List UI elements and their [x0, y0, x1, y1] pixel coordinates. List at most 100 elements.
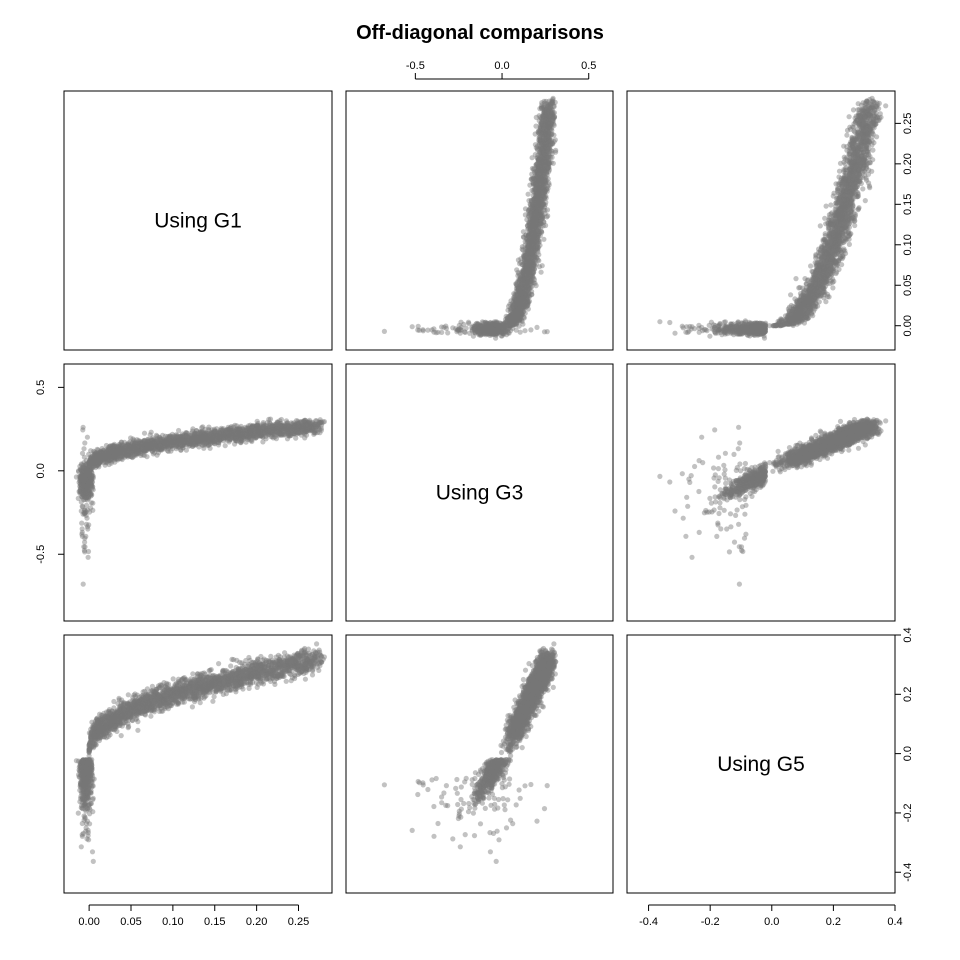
chart-title: Off-diagonal comparisons: [356, 22, 604, 44]
scatter-point: [519, 246, 525, 252]
scatter-point: [823, 203, 829, 209]
scatter-point: [528, 241, 534, 247]
scatter-point: [508, 322, 514, 328]
scatter-point: [847, 124, 853, 130]
scatter-point: [518, 259, 524, 266]
scatter-point: [543, 159, 549, 165]
scatter-point: [508, 323, 514, 329]
scatter-point: [539, 182, 546, 188]
scatter-point: [528, 327, 534, 333]
scatter-point: [535, 188, 541, 194]
scatter-point: [527, 261, 533, 267]
scatter-point: [470, 333, 476, 339]
scatter-point: [489, 325, 495, 331]
scatter-point: [542, 132, 548, 138]
scatter-point: [524, 269, 531, 275]
scatter-point: [527, 211, 534, 217]
scatter-point: [486, 321, 492, 327]
scatter-point: [538, 171, 544, 177]
scatter-point: [524, 286, 531, 292]
scatter-point: [541, 187, 547, 193]
scatter-point: [493, 325, 499, 331]
scatter-point: [508, 317, 514, 324]
scatter-point: [535, 146, 541, 152]
scatter-point: [528, 231, 534, 237]
scatter-point: [511, 315, 517, 321]
scatter-point: [550, 118, 556, 124]
scatter-point: [528, 221, 534, 227]
scatter-point: [521, 234, 527, 240]
scatter-point: [415, 323, 421, 329]
scatter-point: [514, 312, 520, 318]
scatter-point: [524, 283, 530, 289]
scatter-point: [535, 216, 541, 222]
scatter-point: [510, 317, 516, 323]
scatter-point: [539, 146, 545, 152]
scatter-point: [523, 283, 529, 289]
scatter-point: [546, 124, 552, 130]
panel-frame: [63, 90, 333, 351]
scatter-point: [542, 156, 548, 162]
scatter-point: [544, 188, 550, 194]
scatter-point: [521, 295, 528, 301]
scatter-point: [409, 324, 415, 330]
scatter-point: [533, 218, 539, 224]
scatter-point: [546, 161, 552, 167]
scatter-point: [535, 174, 541, 180]
scatter-point: [503, 326, 510, 332]
scatter-point: [540, 131, 546, 137]
scatter-point: [478, 328, 484, 334]
scatter-point: [476, 324, 482, 330]
scatter-point: [541, 116, 547, 122]
scatter-point: [512, 305, 519, 311]
scatter-point: [535, 233, 541, 239]
scatter-point: [511, 309, 517, 315]
scatter-point: [541, 186, 547, 192]
scatter-point: [540, 187, 547, 193]
scatter-point: [529, 254, 535, 260]
scatter-point: [537, 139, 543, 145]
scatter-point: [479, 325, 485, 331]
scatter-point: [534, 324, 540, 330]
scatter-point: [549, 140, 555, 146]
scatter-point: [515, 313, 521, 319]
scatter-point: [536, 201, 543, 207]
scatter-point: [474, 321, 480, 328]
scatter-point: [420, 328, 426, 334]
scatter-point: [462, 329, 468, 335]
scatter-point: [545, 111, 551, 117]
scatter-point: [526, 298, 533, 304]
scatter-point: [530, 180, 536, 186]
scatter-point: [498, 325, 504, 331]
scatter-point: [531, 167, 537, 173]
scatter-point: [515, 303, 521, 309]
scatter-point: [544, 329, 550, 335]
scatter-point: [511, 310, 517, 316]
scatter-point: [514, 312, 520, 318]
scatter-point: [540, 215, 546, 221]
panel-r1-c2: [345, 90, 614, 351]
scatter-point: [525, 256, 531, 262]
scatter-point: [525, 273, 531, 279]
diagonal-label: Using G1: [154, 210, 242, 233]
scatter-point: [517, 277, 523, 283]
scatter-point: [530, 251, 536, 257]
scatter-point: [528, 248, 535, 254]
scatter-point: [850, 107, 857, 113]
scatter-point: [531, 229, 537, 235]
scatter-point: [538, 221, 544, 227]
scatter-point: [429, 327, 435, 333]
scatter-point: [707, 333, 713, 339]
scatter-point: [542, 164, 549, 170]
scatter-point: [520, 267, 526, 274]
scatter-point: [529, 155, 535, 161]
scatter-point: [529, 206, 535, 212]
scatter-point: [525, 259, 532, 265]
scatter-point: [479, 325, 485, 331]
scatter-point: [537, 197, 543, 203]
scatter-point: [543, 137, 549, 143]
scatter-point: [529, 266, 535, 273]
panel-r1-c3: [626, 90, 896, 351]
